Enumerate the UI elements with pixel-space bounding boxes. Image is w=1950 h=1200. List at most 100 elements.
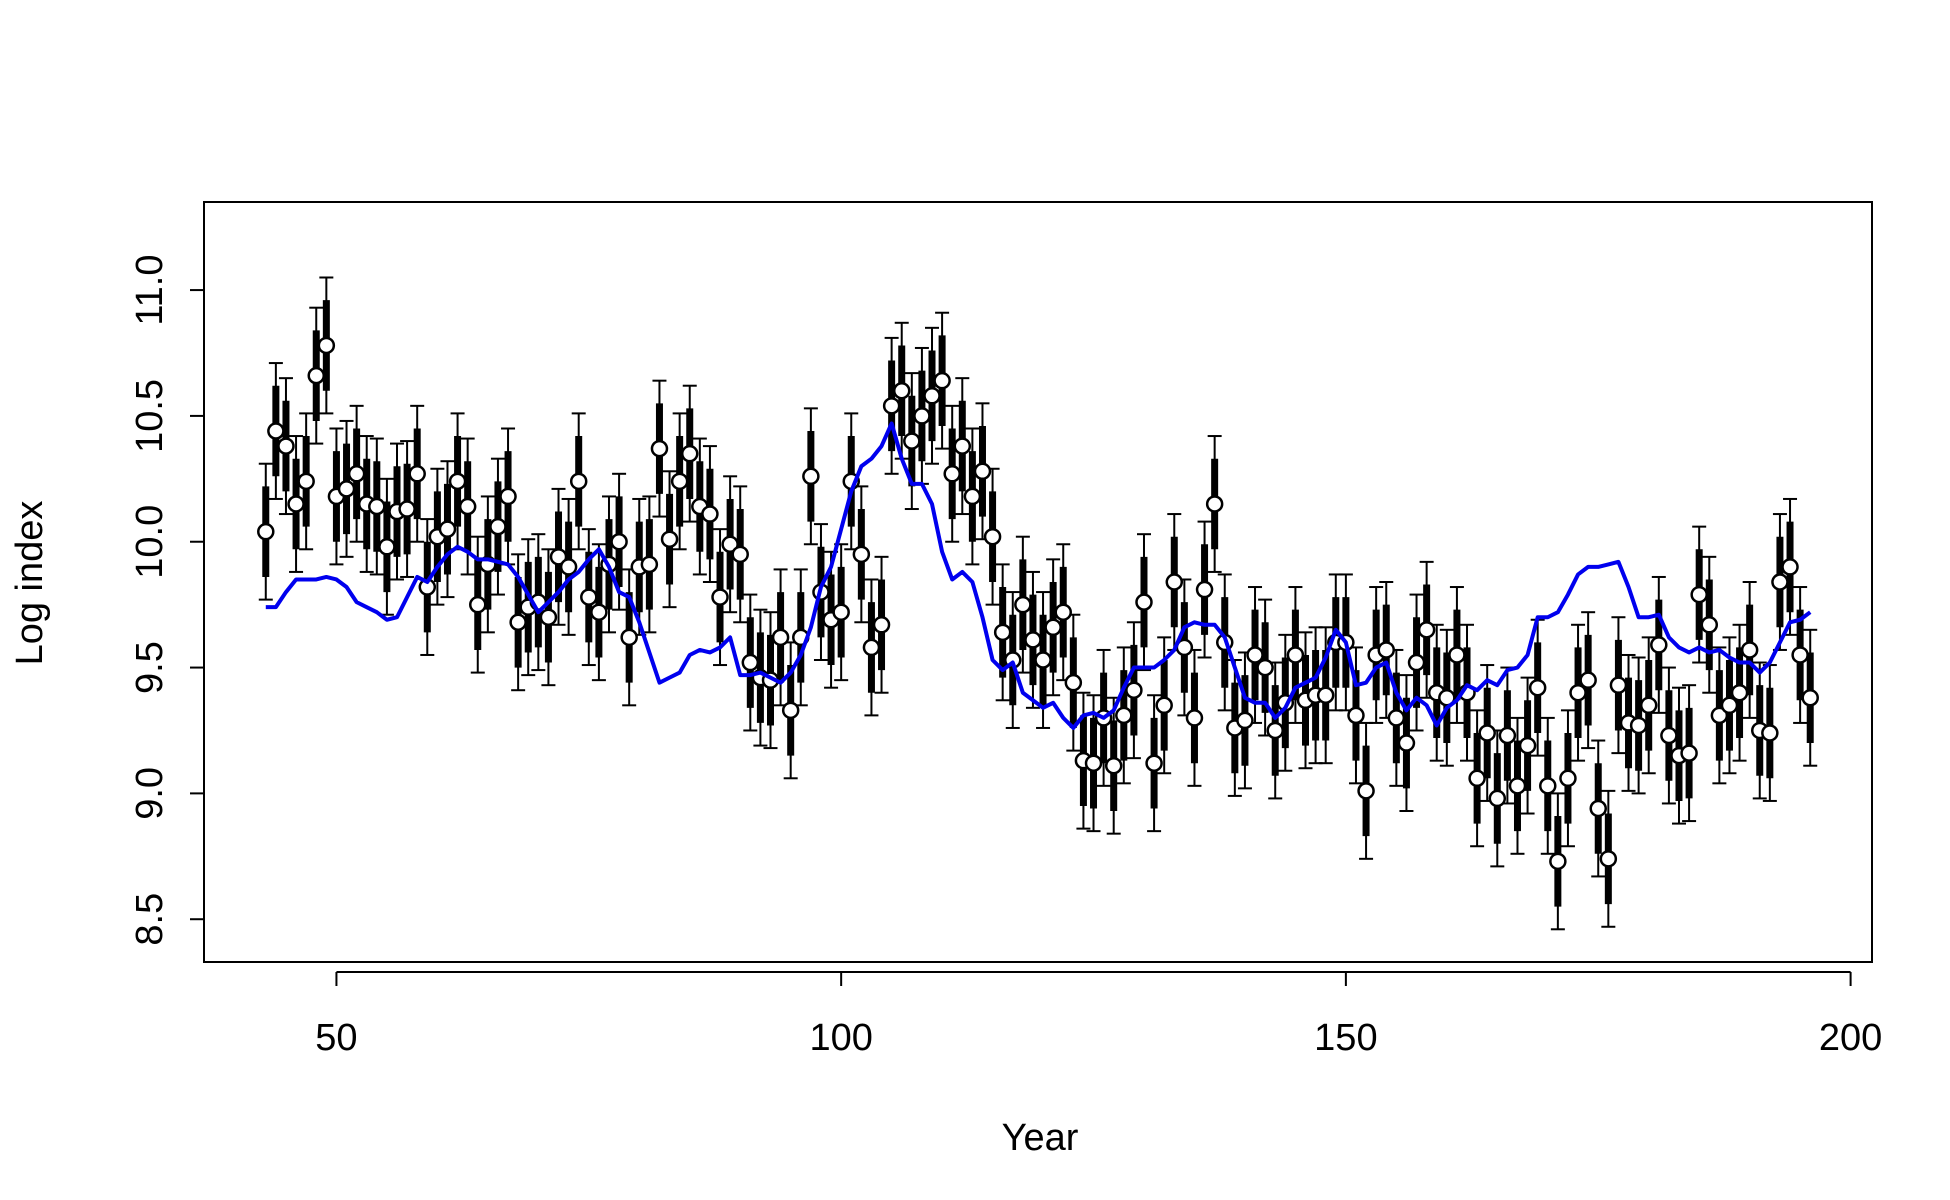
point bbox=[802, 467, 820, 486]
point bbox=[1266, 721, 1284, 740]
point bbox=[1357, 782, 1375, 800]
point bbox=[1488, 789, 1507, 808]
point bbox=[1256, 658, 1274, 677]
point bbox=[680, 444, 699, 463]
point bbox=[1539, 777, 1557, 795]
point bbox=[1559, 769, 1577, 788]
point bbox=[913, 407, 931, 425]
point bbox=[1407, 653, 1426, 672]
point bbox=[963, 487, 982, 506]
point bbox=[1397, 734, 1416, 752]
point bbox=[1761, 724, 1779, 742]
point bbox=[438, 520, 457, 538]
point bbox=[398, 500, 416, 518]
point bbox=[1801, 689, 1819, 707]
point bbox=[1286, 646, 1305, 664]
point bbox=[1690, 585, 1708, 604]
point bbox=[1730, 683, 1749, 702]
point bbox=[1720, 696, 1739, 715]
point bbox=[267, 422, 285, 440]
point bbox=[983, 527, 1002, 546]
point bbox=[1044, 618, 1062, 637]
point bbox=[1084, 754, 1103, 772]
point bbox=[650, 439, 669, 458]
line bbox=[265, 421, 1812, 730]
point bbox=[257, 522, 275, 541]
y-tick-label: 9.0 bbox=[129, 767, 171, 820]
point bbox=[287, 495, 305, 513]
point bbox=[458, 497, 477, 516]
point bbox=[1549, 852, 1567, 871]
point bbox=[953, 437, 972, 455]
x-axis-label: Year bbox=[1002, 1117, 1079, 1159]
point bbox=[771, 628, 790, 647]
point bbox=[1478, 724, 1496, 742]
point bbox=[1155, 696, 1173, 715]
point bbox=[1609, 676, 1628, 694]
point bbox=[1528, 678, 1547, 697]
point bbox=[640, 555, 659, 574]
point bbox=[307, 366, 325, 385]
point bbox=[1024, 631, 1042, 649]
point bbox=[347, 465, 366, 483]
y-tick-label: 11.0 bbox=[129, 255, 171, 326]
point bbox=[1599, 850, 1618, 868]
point bbox=[943, 465, 961, 483]
point bbox=[1115, 706, 1133, 725]
point bbox=[509, 613, 527, 632]
point bbox=[1629, 716, 1648, 735]
point bbox=[993, 623, 1012, 642]
point bbox=[923, 387, 941, 405]
point bbox=[1508, 777, 1527, 795]
x-tick-label: 100 bbox=[809, 1017, 872, 1059]
point bbox=[469, 595, 487, 614]
point bbox=[721, 535, 739, 554]
plot-box bbox=[203, 201, 1873, 963]
x-tick-label: 150 bbox=[1314, 1017, 1377, 1059]
point bbox=[378, 538, 396, 556]
point bbox=[1377, 641, 1396, 659]
point bbox=[1205, 495, 1224, 513]
point bbox=[1145, 754, 1163, 772]
point bbox=[569, 472, 588, 491]
point bbox=[933, 371, 951, 390]
point bbox=[448, 472, 467, 491]
point bbox=[903, 432, 921, 450]
point bbox=[1710, 706, 1729, 725]
point bbox=[1135, 593, 1153, 611]
y-axis-label: Log index bbox=[9, 501, 51, 666]
point bbox=[559, 558, 578, 576]
point bbox=[1195, 580, 1214, 599]
point bbox=[1589, 799, 1607, 818]
point bbox=[973, 462, 992, 481]
point bbox=[580, 588, 598, 606]
point bbox=[317, 336, 336, 355]
point bbox=[549, 548, 568, 566]
point bbox=[1417, 621, 1436, 639]
y-tick-label: 10.5 bbox=[129, 379, 171, 453]
x-tick-label: 50 bbox=[315, 1017, 357, 1059]
point bbox=[781, 701, 800, 720]
point bbox=[539, 608, 558, 626]
point bbox=[1064, 673, 1083, 692]
point bbox=[1165, 573, 1184, 591]
point bbox=[337, 480, 356, 498]
point bbox=[277, 437, 295, 455]
point bbox=[872, 616, 891, 634]
point bbox=[1740, 641, 1759, 659]
point bbox=[1791, 646, 1809, 664]
point bbox=[1498, 726, 1517, 745]
point bbox=[1660, 726, 1678, 745]
point bbox=[620, 628, 638, 647]
point bbox=[1236, 711, 1254, 730]
point bbox=[297, 472, 315, 491]
point bbox=[368, 497, 386, 516]
point bbox=[1347, 706, 1365, 725]
point bbox=[1781, 558, 1799, 576]
point bbox=[1034, 651, 1052, 669]
point bbox=[408, 465, 426, 483]
point bbox=[1569, 683, 1587, 702]
point bbox=[1639, 696, 1658, 715]
